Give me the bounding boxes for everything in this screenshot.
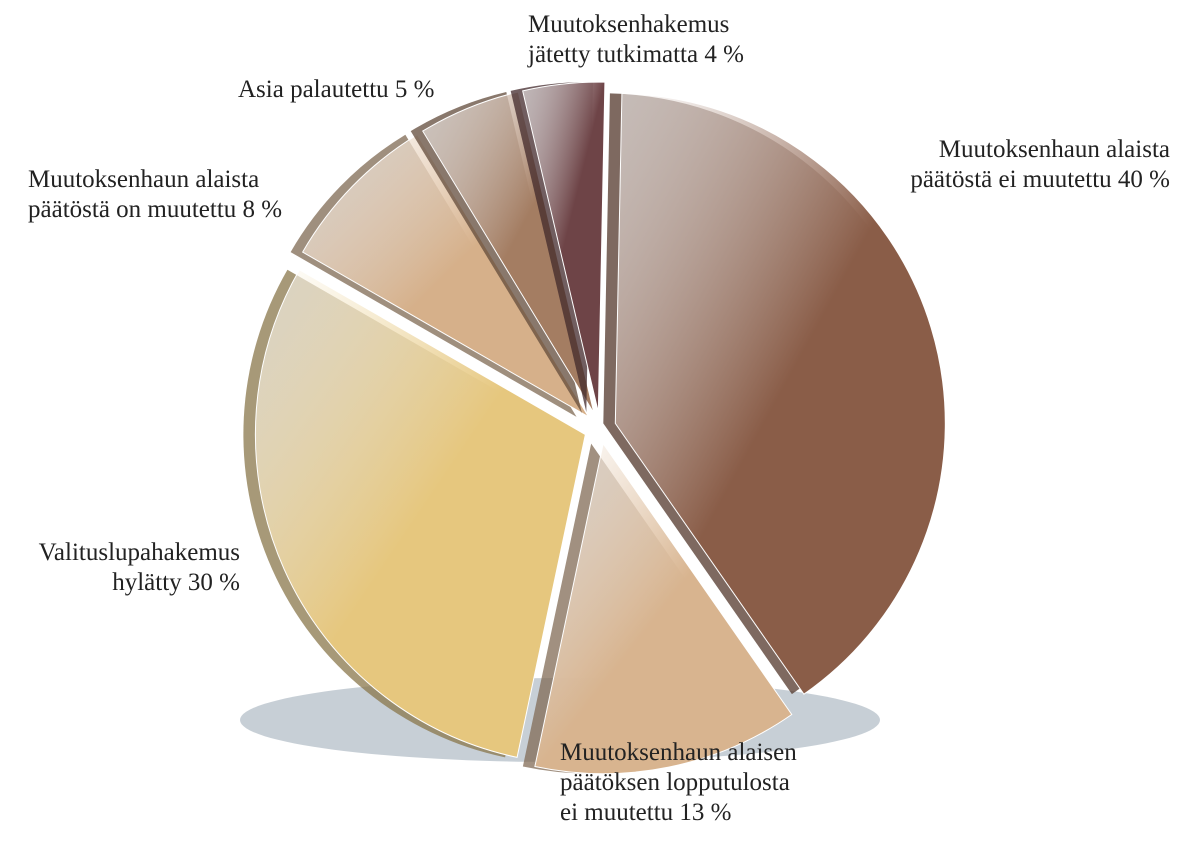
value-label: 4 % xyxy=(704,41,744,68)
slice xyxy=(301,134,589,418)
value-label: 40 % xyxy=(1117,166,1170,193)
slice-label: Asia palautettu 5 % xyxy=(238,75,478,105)
category-name: Muutoksenhaun alaisen päätöksen lopputul… xyxy=(560,739,797,826)
slice-label: Muutoksenhaun alaista päätöstä ei muutet… xyxy=(850,135,1170,195)
value-label: 5 % xyxy=(394,76,435,103)
category-name: Valituslupahakemus hylätty xyxy=(38,539,240,596)
slice-label: Valituslupahakemus hylätty 30 % xyxy=(0,538,240,598)
category-name: Muutoksenhaun alaista päätöstä ei muutet… xyxy=(910,136,1170,193)
value-label: 30 % xyxy=(187,569,240,596)
category-name: Muutoksenhaun alaista päätöstä on muutet… xyxy=(28,166,260,223)
value-label: 8 % xyxy=(242,196,283,223)
category-name: Asia palautettu xyxy=(238,76,389,103)
slice-label: Muutoksenhaun alaisen päätöksen lopputul… xyxy=(560,738,880,828)
slice xyxy=(254,269,586,758)
category-name: Muutoksenhakemus jätetty tutkimatta xyxy=(528,11,730,68)
slice xyxy=(534,442,793,775)
value-label: 13 % xyxy=(679,799,732,826)
slice-label: Muutoksenhakemus jätetty tutkimatta 4 % xyxy=(528,10,788,70)
slice xyxy=(614,92,946,695)
slice xyxy=(522,81,606,413)
slice-label: Muutoksenhaun alaista päätöstä on muutet… xyxy=(28,165,348,225)
